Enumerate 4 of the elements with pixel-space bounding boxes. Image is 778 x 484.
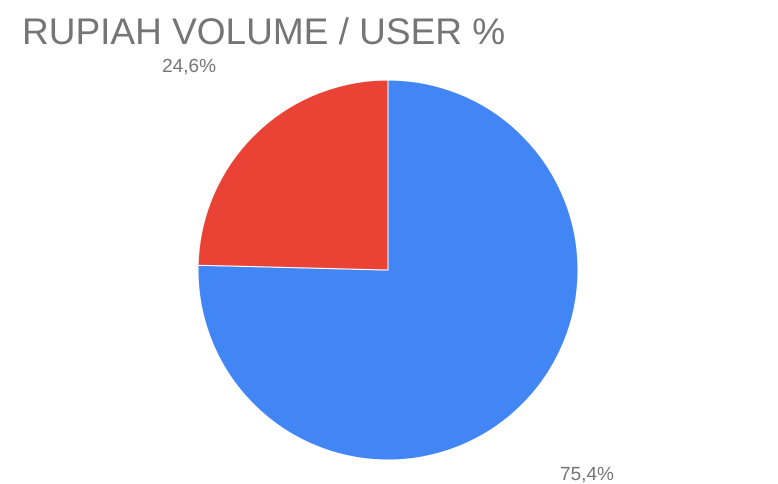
data-label: 75,4%: [560, 464, 614, 484]
chart-title: RUPIAH VOLUME / USER %: [22, 11, 506, 52]
data-label: 24,6%: [162, 56, 216, 77]
pie-slice: [198, 80, 578, 460]
